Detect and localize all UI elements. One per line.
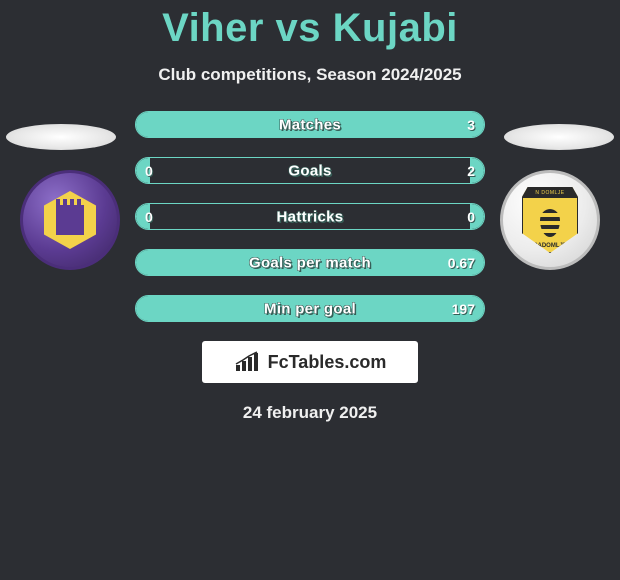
stat-label: Min per goal (264, 300, 356, 317)
stat-value-right: 0.67 (448, 255, 475, 271)
stat-label: Goals per match (249, 254, 371, 271)
subtitle: Club competitions, Season 2024/2025 (0, 65, 620, 85)
stat-row-goals-per-match: Goals per match 0.67 (135, 249, 485, 276)
stat-value-right: 0 (467, 209, 475, 225)
stat-value-right: 3 (467, 117, 475, 133)
page-title: Viher vs Kujabi (0, 0, 620, 51)
stat-label: Hattricks (277, 208, 344, 225)
stat-value-left: 0 (145, 209, 153, 225)
stat-value-left: 0 (145, 163, 153, 179)
branding-text: FcTables.com (268, 352, 387, 373)
branding-box: FcTables.com (202, 341, 418, 383)
stat-row-min-per-goal: Min per goal 197 (135, 295, 485, 322)
stat-value-right: 2 (467, 163, 475, 179)
stats-container: Matches 3 0 Goals 2 0 Hattricks 0 Goals … (0, 111, 620, 322)
stat-label: Goals (288, 162, 331, 179)
stat-row-goals: 0 Goals 2 (135, 157, 485, 184)
stat-row-hattricks: 0 Hattricks 0 (135, 203, 485, 230)
stat-label: Matches (279, 116, 341, 133)
stat-row-matches: Matches 3 (135, 111, 485, 138)
bars-icon (234, 351, 262, 373)
stat-value-right: 197 (452, 301, 475, 317)
footer-date: 24 february 2025 (0, 403, 620, 423)
